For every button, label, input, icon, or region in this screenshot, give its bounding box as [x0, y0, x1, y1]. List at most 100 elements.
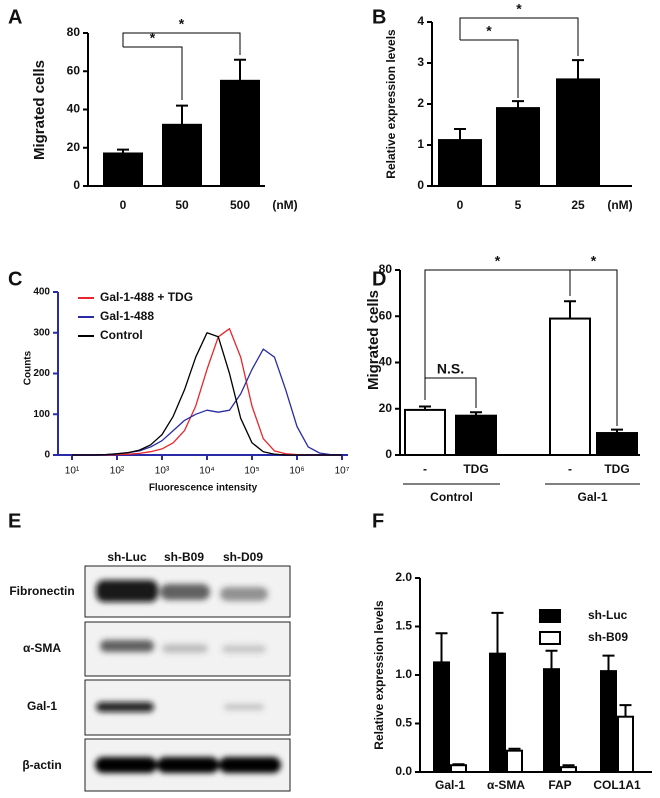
error-bar: [508, 747, 521, 751]
y-axis-label: Relative expression levels: [384, 29, 398, 179]
group-label: Control: [430, 490, 473, 504]
y-tick-label: 60: [67, 63, 81, 77]
lane-label: sh-B09: [164, 550, 204, 564]
bar: [560, 766, 577, 774]
y-tick-label: 60: [379, 308, 393, 322]
error-bar: [572, 59, 584, 80]
x-tick-label: -: [568, 462, 572, 476]
y-tick-label: 2: [417, 96, 424, 110]
bar: [496, 107, 540, 187]
y-tick-label: 0: [73, 178, 80, 192]
x-tick-label: 25: [571, 198, 585, 212]
y-tick-label: 100: [33, 409, 50, 420]
bar: [450, 764, 467, 774]
y-tick-label: 0: [417, 178, 424, 192]
y-axis-label: Counts: [23, 350, 34, 385]
legend-label: sh-Luc: [588, 608, 628, 622]
error-bar: [454, 128, 466, 141]
bar: [600, 670, 617, 773]
y-tick-label: 200: [33, 368, 50, 379]
bands: [95, 580, 281, 773]
band: [224, 704, 264, 710]
x-tick-label: 10²: [110, 466, 125, 477]
significance-bracket: [460, 39, 519, 98]
lane-label: sh-D09: [223, 550, 263, 564]
significance-bracket: [122, 32, 241, 55]
x-tick-label: 500: [230, 198, 250, 212]
bar: [596, 432, 638, 456]
significance-bracket: [569, 269, 618, 426]
bar: [103, 152, 143, 188]
bar: [438, 139, 482, 187]
error-bar: [564, 300, 576, 319]
panel-letter: B: [372, 6, 386, 28]
error-bar: [117, 148, 129, 154]
error-bar: [435, 632, 448, 663]
annotation: *: [486, 23, 492, 39]
y-tick-label: 400: [33, 287, 50, 298]
bar: [617, 715, 634, 774]
histogram-line: [72, 348, 343, 456]
bar: [404, 408, 446, 456]
band: [220, 587, 268, 601]
bar: [489, 652, 506, 773]
band: [96, 702, 154, 712]
y-tick-label: 20: [67, 140, 81, 154]
significance-bracket: [123, 46, 183, 100]
bar: [543, 668, 560, 773]
blot-panel: E sh-Luc sh-B09 sh-D09 Fibronectin α-SMA…: [8, 510, 291, 792]
bar: [549, 317, 591, 456]
bar: [433, 661, 450, 774]
y-axis-label: Migrated cells: [31, 60, 48, 160]
panel-letter: C: [8, 268, 22, 290]
x-tick-label: 0: [120, 198, 127, 212]
x-unit: (nM): [272, 198, 297, 212]
y-tick-label: 0.5: [395, 716, 412, 730]
y-axis-label: Relative expression levels: [372, 600, 386, 750]
band: [160, 584, 210, 600]
y-tick-label: 80: [67, 25, 81, 39]
panel-letter: D: [372, 268, 386, 290]
row-label: α-SMA: [23, 641, 61, 655]
legend-label: Control: [100, 328, 143, 342]
y-tick-label: 40: [67, 102, 81, 116]
error-bar: [545, 649, 558, 670]
y-tick-label: 1: [417, 137, 424, 151]
annotation: *: [179, 16, 185, 32]
x-tick-label: 10⁴: [199, 466, 214, 477]
x-tick-label: TDG: [463, 462, 488, 476]
x-tick-label: 10¹: [65, 466, 80, 477]
legend-label: sh-B09: [588, 630, 628, 644]
x-unit: (nM): [607, 198, 632, 212]
band: [162, 644, 208, 653]
error-bar: [602, 654, 615, 672]
bar: [556, 78, 600, 187]
x-tick-label: 50: [175, 198, 189, 212]
x-tick-label: TDG: [604, 462, 629, 476]
y-tick-label: 80: [379, 262, 393, 276]
significance-bracket: [459, 17, 579, 56]
x-tick-label: 0: [457, 198, 464, 212]
error-bar: [619, 704, 632, 717]
y-tick-label: 0.0: [395, 764, 412, 778]
y-tick-label: 3: [417, 55, 424, 69]
error-bar: [470, 411, 482, 416]
annotation: *: [591, 253, 597, 269]
histogram-line: [72, 328, 342, 456]
x-tick-label: Gal-1: [435, 778, 465, 792]
x-tick-label: 5: [515, 198, 522, 212]
band: [157, 757, 219, 773]
x-tick-label: 10⁵: [244, 466, 259, 477]
panel-letter: A: [8, 6, 22, 28]
annotation: *: [516, 1, 522, 17]
significance-bracket: [424, 377, 477, 408]
y-tick-label: 4: [417, 14, 424, 28]
y-tick-label: 1.5: [395, 619, 412, 633]
bar: [220, 79, 260, 187]
annotation: *: [150, 30, 156, 46]
band: [219, 757, 281, 773]
x-tick-label: 10⁶: [289, 466, 304, 477]
panel-letter: F: [372, 510, 384, 532]
